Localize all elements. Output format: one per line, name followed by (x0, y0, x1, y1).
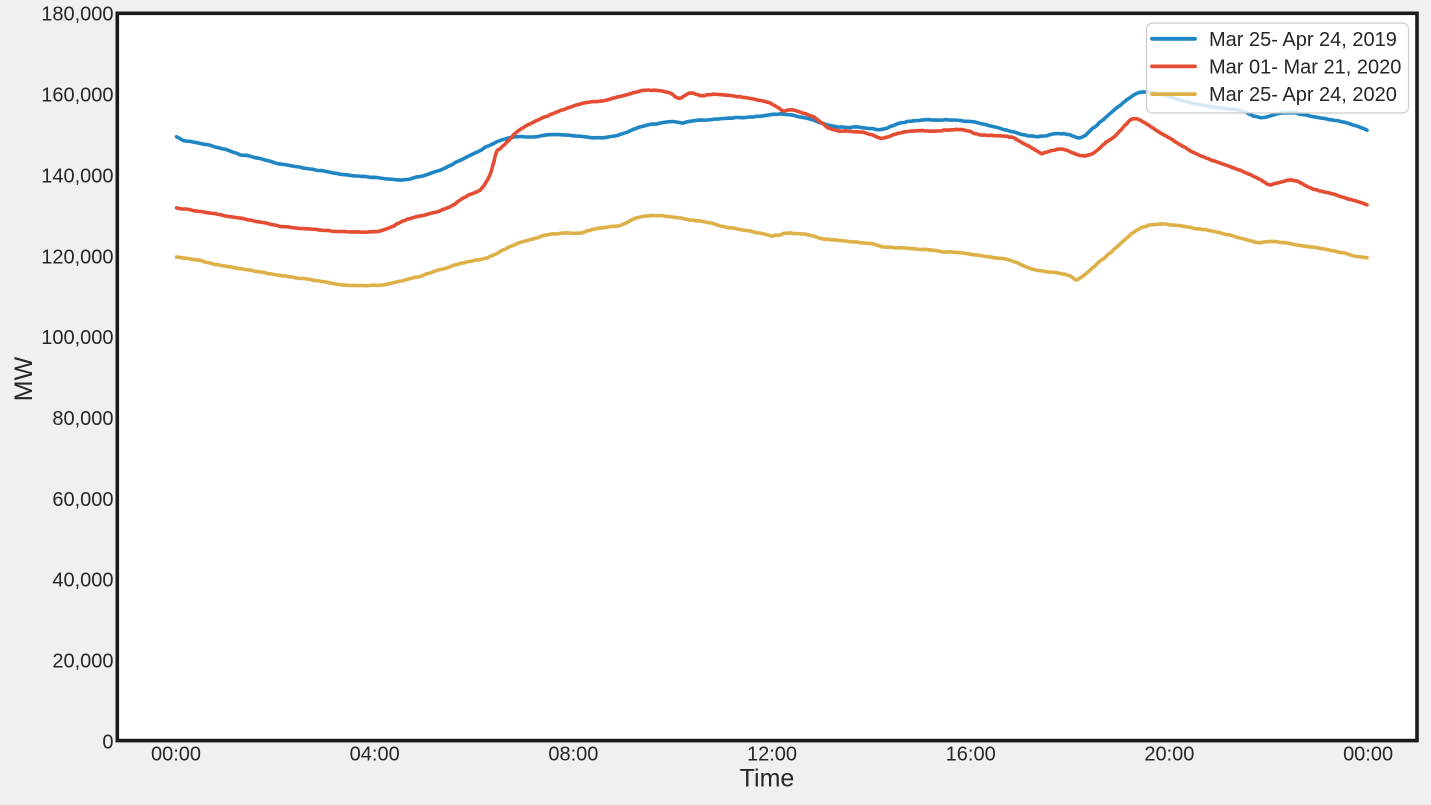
svg-text:12:00: 12:00 (747, 744, 797, 766)
svg-text:60,000: 60,000 (52, 489, 113, 511)
svg-text:MW: MW (10, 356, 38, 401)
svg-text:40,000: 40,000 (52, 570, 113, 592)
svg-text:Mar 25- Apr 24, 2019: Mar 25- Apr 24, 2019 (1209, 29, 1397, 51)
svg-text:00:00: 00:00 (151, 744, 201, 766)
svg-text:80,000: 80,000 (52, 408, 113, 430)
svg-text:160,000: 160,000 (41, 85, 113, 107)
svg-text:Time: Time (740, 765, 795, 793)
svg-text:20,000: 20,000 (52, 651, 113, 673)
svg-text:20:00: 20:00 (1144, 744, 1194, 766)
svg-text:08:00: 08:00 (548, 744, 598, 766)
svg-text:16:00: 16:00 (946, 744, 996, 766)
svg-text:Mar 01- Mar 21, 2020: Mar 01- Mar 21, 2020 (1209, 56, 1401, 78)
svg-text:Mar 25- Apr 24, 2020: Mar 25- Apr 24, 2020 (1209, 84, 1397, 106)
svg-text:100,000: 100,000 (41, 327, 113, 349)
svg-text:120,000: 120,000 (41, 246, 113, 268)
svg-text:140,000: 140,000 (41, 165, 113, 187)
svg-text:04:00: 04:00 (350, 744, 400, 766)
svg-text:0: 0 (102, 731, 113, 753)
svg-text:180,000: 180,000 (41, 4, 113, 26)
svg-text:00:00: 00:00 (1343, 744, 1393, 766)
